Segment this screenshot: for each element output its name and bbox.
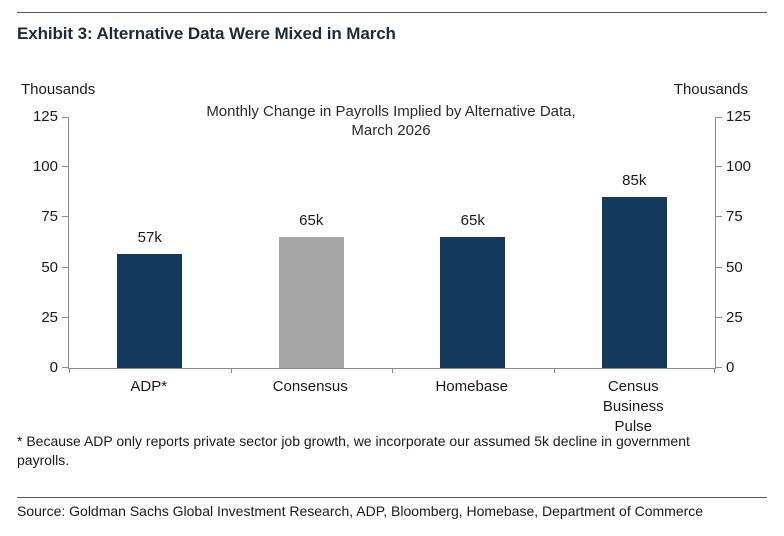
- bar-value-label-homebase: 65k: [460, 212, 485, 229]
- chart-title: Monthly Change in Payrolls Implied by Al…: [68, 102, 714, 140]
- right-y-tick-label-50: 50: [726, 259, 743, 276]
- bar-consensus: [278, 237, 344, 368]
- x-category-label-census-business-pulse: Census Business Pulse: [602, 378, 664, 435]
- right-y-axis-tick: [716, 317, 722, 318]
- bar-census-business-pulse: [601, 197, 667, 368]
- chart-title-line2: March 2026: [351, 122, 431, 139]
- right-axis-unit-label: Thousands: [673, 81, 748, 98]
- left-y-axis-tick: [62, 216, 68, 217]
- footnote-line2: payrolls.: [17, 452, 70, 468]
- bar-value-label-census-business-pulse: 85k: [622, 172, 647, 189]
- left-y-tick-label-125: 125: [32, 108, 58, 125]
- source-line: Source: Goldman Sachs Global Investment …: [17, 503, 704, 519]
- left-axis-unit-label: Thousands: [21, 81, 96, 98]
- bar-homebase: [440, 237, 506, 368]
- footnote: * Because ADP only reports private secto…: [17, 432, 747, 470]
- right-y-axis-tick: [716, 267, 722, 268]
- right-y-tick-label-100: 100: [726, 158, 752, 175]
- exhibit-title: Exhibit 3: Alternative Data Were Mixed i…: [17, 24, 396, 43]
- left-y-axis-tick: [62, 317, 68, 318]
- right-y-axis-tick: [716, 166, 722, 167]
- plot-area: 57k 65k 65k 85k: [62, 117, 722, 373]
- right-y-tick-label-0: 0: [726, 359, 735, 376]
- left-y-tick-label-75: 75: [41, 208, 58, 225]
- bar-value-label-adp: 57k: [137, 229, 162, 246]
- x-axis-tick: [231, 368, 232, 373]
- right-y-axis-tick: [716, 117, 722, 118]
- bar-adp: [117, 254, 183, 368]
- x-category-label-consensus: Consensus: [272, 378, 348, 395]
- left-y-tick-label-50: 50: [41, 259, 58, 276]
- x-axis-labels: ADP* Consensus Homebase Census Business Pul…: [68, 377, 714, 439]
- left-y-axis-tick: [62, 267, 68, 268]
- left-y-tick-label-25: 25: [41, 309, 58, 326]
- right-y-axis-tick: [716, 216, 722, 217]
- left-y-tick-label-0: 0: [49, 359, 58, 376]
- right-y-tick-label-75: 75: [726, 208, 743, 225]
- right-y-axis-tick: [716, 367, 722, 368]
- left-y-tick-label-100: 100: [32, 158, 58, 175]
- x-category-label-adp: ADP*: [130, 378, 168, 395]
- x-category-label-homebase: Homebase: [435, 378, 509, 395]
- right-y-tick-label-125: 125: [726, 108, 752, 125]
- right-y-tick-label-25: 25: [726, 309, 743, 326]
- left-y-axis-tick: [62, 166, 68, 167]
- left-y-axis-tick: [62, 117, 68, 118]
- x-axis-tick: [554, 368, 555, 373]
- footnote-line1: * Because ADP only reports private secto…: [17, 433, 690, 449]
- bar-value-label-consensus: 65k: [299, 212, 324, 229]
- left-y-axis-tick: [62, 367, 68, 368]
- x-axis-tick: [714, 368, 715, 373]
- chart-title-line1: Monthly Change in Payrolls Implied by Al…: [206, 103, 576, 120]
- top-rule: [17, 12, 767, 13]
- x-axis-tick: [392, 368, 393, 373]
- bottom-rule: [17, 497, 767, 498]
- x-axis-tick: [69, 368, 70, 373]
